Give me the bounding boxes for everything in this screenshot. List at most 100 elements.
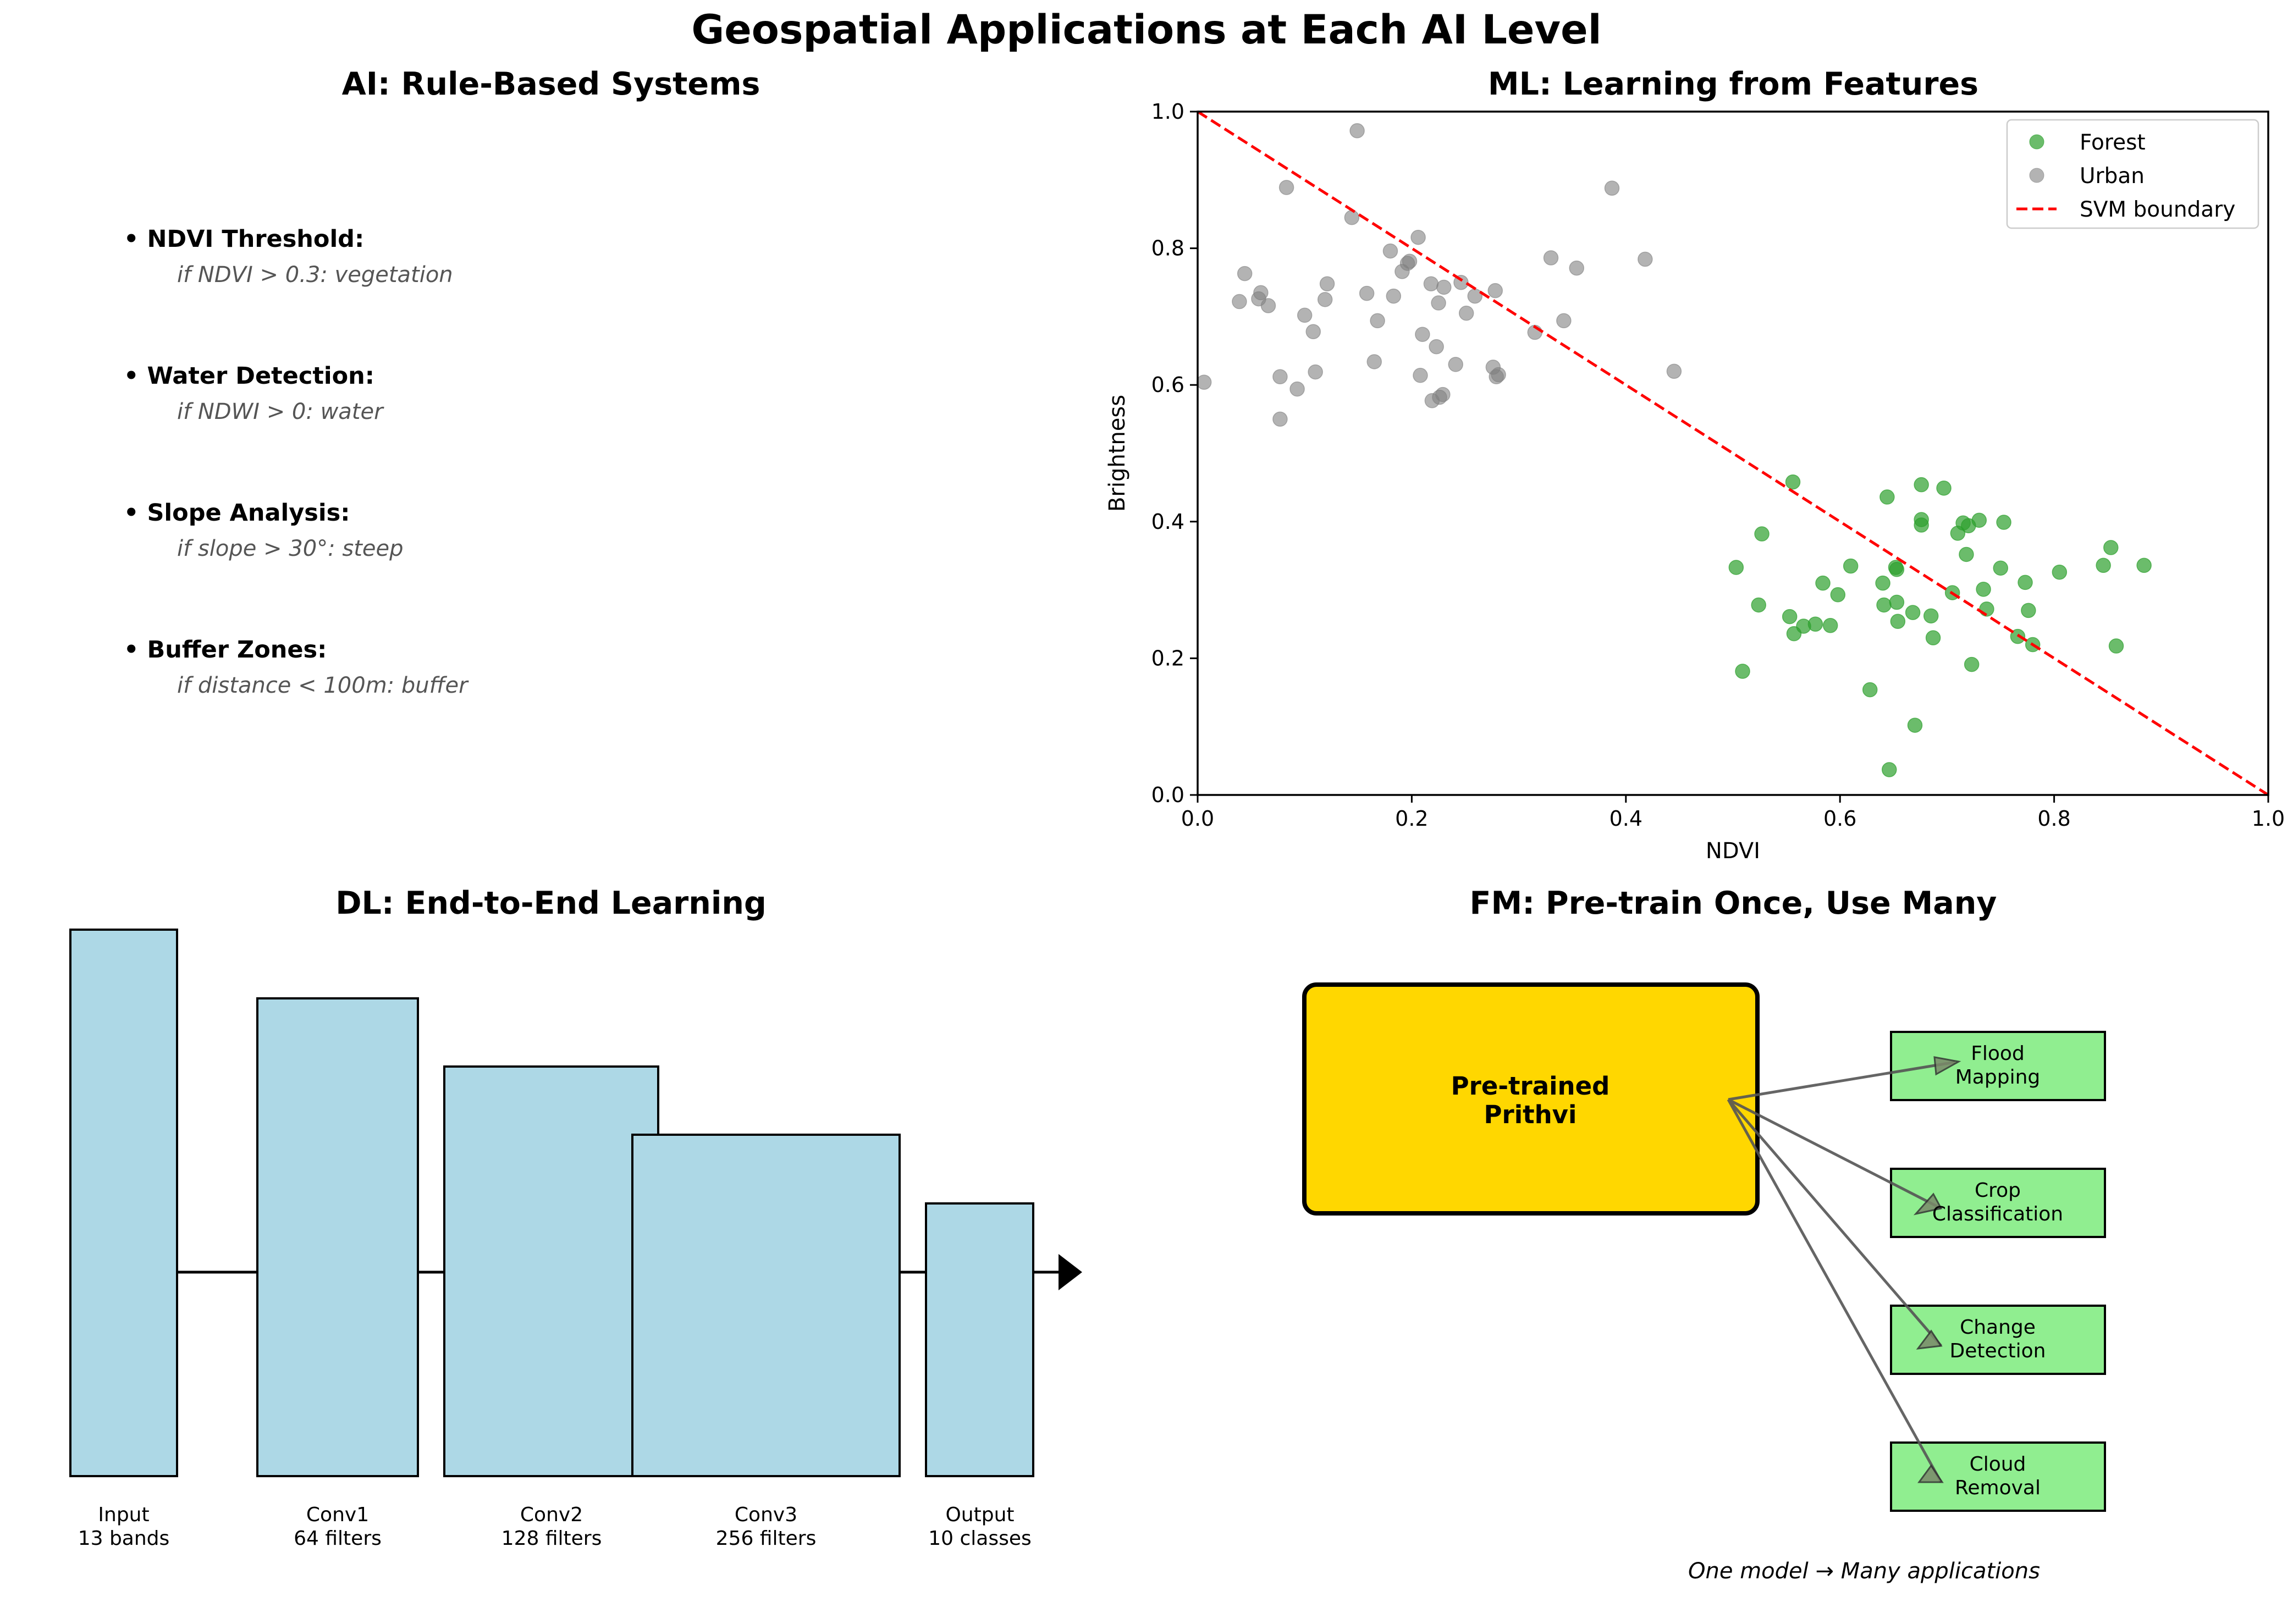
dl-layer-input — [69, 929, 178, 1477]
urban-point — [1272, 411, 1288, 427]
urban-point — [1386, 288, 1402, 304]
dl-layer-conv1 — [256, 997, 419, 1477]
forest-point — [1830, 587, 1846, 603]
forest-point — [1876, 597, 1892, 613]
fm-arrow-cloud — [1727, 1098, 1943, 1483]
rule-text-ndvi: if NDVI > 0.3: vegetation — [177, 262, 453, 288]
forest-point — [1914, 477, 1929, 493]
urban-point — [1278, 180, 1294, 195]
y-tick-label: 0.4 — [1151, 510, 1184, 534]
forest-point — [1907, 717, 1923, 733]
fm-arrow-change — [1727, 1098, 1942, 1347]
urban-point — [1423, 276, 1439, 291]
urban-point — [1308, 364, 1323, 380]
urban-point — [1431, 295, 1446, 311]
urban-point — [1253, 285, 1269, 301]
urban-point — [1436, 279, 1452, 295]
forest-point — [1879, 489, 1895, 505]
urban-point — [1319, 276, 1335, 291]
forest-point — [1815, 575, 1831, 591]
forest-point — [1875, 575, 1890, 591]
forest-point — [1971, 512, 1987, 528]
forest-point — [1996, 515, 2011, 530]
urban-point — [1410, 229, 1426, 245]
urban-point — [1232, 294, 1247, 310]
forest-point — [1751, 597, 1766, 613]
urban-point — [1402, 253, 1418, 269]
forest-point — [1923, 608, 1939, 624]
legend-label-svm-boundary: SVM boundary — [2080, 197, 2235, 222]
forest-point — [1936, 480, 1952, 496]
urban-point — [1272, 369, 1288, 385]
dl-layer-label-conv3: Conv3 256 filters — [715, 1504, 817, 1550]
forest-point — [1914, 512, 1929, 527]
forest-point — [1889, 562, 1905, 577]
forest-point — [1822, 617, 1838, 633]
legend-swatch-urban — [2029, 168, 2044, 183]
urban-point — [1237, 266, 1253, 281]
urban-point — [1382, 243, 1398, 259]
urban-point — [1370, 313, 1385, 329]
fm-task-label-change: Change Detection — [1949, 1316, 2046, 1363]
forest-point — [1785, 474, 1801, 490]
x-tick-label: 0.0 — [1181, 807, 1214, 831]
fm-model-label: Pre-trained Prithvi — [1451, 1071, 1610, 1129]
forest-point — [2052, 565, 2068, 580]
forest-point — [2103, 540, 2119, 555]
urban-point — [1359, 285, 1375, 301]
dl-layer-output — [925, 1202, 1034, 1477]
y-tick-label: 0.6 — [1151, 373, 1184, 397]
forest-point — [1882, 762, 1897, 777]
forest-point — [1862, 682, 1878, 698]
forest-point — [1728, 560, 1744, 575]
urban-point — [1429, 339, 1444, 355]
urban-point — [1569, 260, 1584, 276]
legend-label-urban: Urban — [2080, 164, 2145, 189]
fm-panel-title: FM: Pre-train Once, Use Many — [1469, 885, 1997, 921]
ml-panel-title: ML: Learning from Features — [1487, 66, 1979, 102]
y-tick-label: 0.0 — [1151, 783, 1184, 807]
x-tick-label: 0.8 — [2037, 807, 2070, 831]
y-tick-label: 1.0 — [1151, 100, 1184, 124]
legend-box — [2006, 119, 2259, 229]
forest-point — [2021, 603, 2036, 618]
x-axis-label: NDVI — [1706, 838, 1760, 864]
dl-architecture-diagram — [69, 929, 1082, 1477]
urban-point — [1638, 251, 1653, 267]
urban-point — [1487, 283, 1503, 299]
rule-text-slope: if slope > 30°: steep — [177, 536, 404, 561]
fm-arrow-flood — [1728, 1060, 1955, 1101]
forest-point — [1782, 609, 1798, 625]
y-axis-label: Brightness — [1105, 395, 1130, 512]
urban-point — [1435, 386, 1451, 402]
urban-point — [1413, 368, 1428, 383]
rule-name-buffer: • Buffer Zones: — [124, 636, 327, 664]
legend-label-forest: Forest — [2080, 130, 2146, 155]
forest-point — [1976, 582, 1991, 597]
rule-name-slope: • Slope Analysis: — [124, 499, 350, 527]
forest-point — [1993, 560, 2008, 576]
dl-panel-title: DL: End-to-End Learning — [335, 885, 767, 921]
fm-arrowhead-flood-icon — [1933, 1056, 1961, 1076]
urban-point — [1458, 305, 1474, 321]
urban-point — [1604, 180, 1620, 196]
urban-point — [1297, 307, 1313, 323]
urban-point — [1344, 209, 1360, 225]
forest-point — [2018, 575, 2033, 590]
x-tick-label: 0.6 — [1823, 807, 1856, 831]
x-tick-label: 0.4 — [1609, 807, 1642, 831]
dl-layer-label-output: Output 10 classes — [928, 1504, 1032, 1550]
forest-point — [2096, 557, 2111, 573]
forest-point — [1843, 558, 1859, 574]
urban-point — [1305, 324, 1321, 339]
fm-task-label-crop: Crop Classification — [1932, 1179, 2064, 1226]
forest-point — [2108, 638, 2124, 654]
ml-scatter-chart: 0.0 0.2 0.4 0.6 0.8 1.0 0.0 0.2 0.4 0.6 0.8 1.0 NDVI… — [1105, 100, 2285, 864]
fm-task-label-flood: Flood Mapping — [1955, 1042, 2041, 1089]
ai-panel-title: AI: Rule-Based Systems — [341, 66, 760, 102]
plot-frame — [1197, 111, 2269, 796]
y-tick-label: 0.2 — [1151, 646, 1184, 670]
urban-point — [1260, 298, 1276, 313]
fm-arrowhead-crop-icon — [1913, 1192, 1943, 1216]
urban-point — [1317, 292, 1333, 307]
